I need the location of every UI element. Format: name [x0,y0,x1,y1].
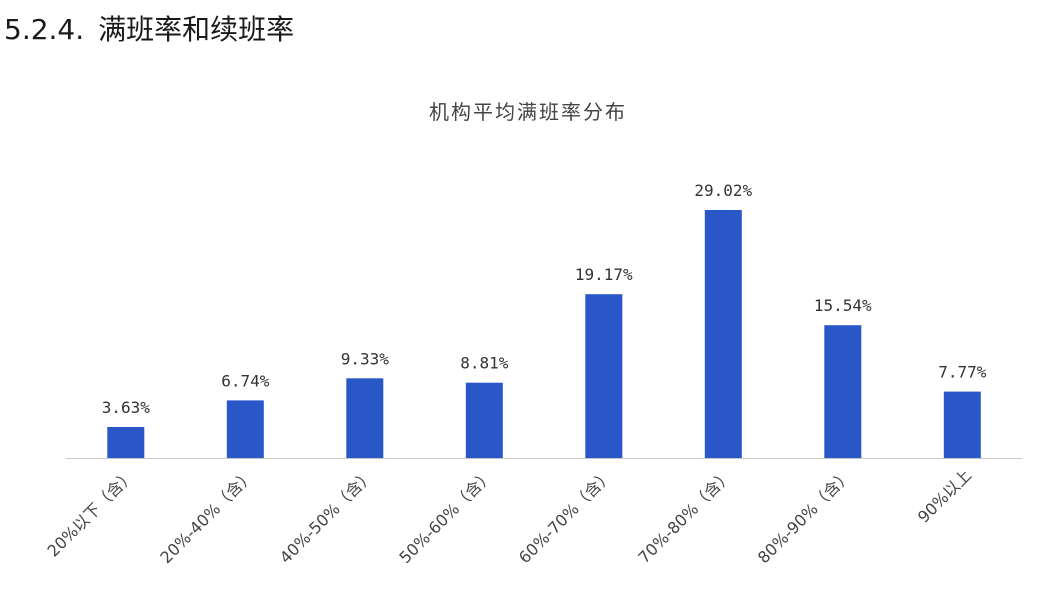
bar-6 [704,210,742,458]
x-tick-label-5: 60%-70%（含） [515,465,617,567]
section-number: 5.2.4. [4,13,85,46]
bars-layer [107,210,981,458]
bar-2 [226,400,264,458]
bar-5 [585,294,623,458]
bar-3 [346,378,384,458]
data-label-8: 7.77% [938,363,987,382]
category-tick-layer: 20%以下（含） 20%-40%（含） 40%-50%（含） 50%-60%（含） 60… [43,465,975,567]
x-tick-label-8: 90%以上 [914,465,975,526]
x-tick-label-2: 20%-40%（含） [156,465,258,567]
section-heading: 5.2.4. 满班率和续班率 [4,10,294,50]
x-tick-label-7: 80%-90%（含） [754,465,856,567]
x-tick-label-6: 70%-80%（含） [634,465,736,567]
chart-title: 机构平均满班率分布 [429,100,627,124]
data-label-6: 29.02% [694,181,752,200]
x-tick-label-4: 50%-60%（含） [395,465,497,567]
data-label-7: 15.54% [814,296,872,315]
x-tick-label-1: 20%以下（含） [43,465,138,560]
data-label-2: 6.74% [221,371,270,390]
data-label-5: 19.17% [575,265,633,284]
value-labels-layer: 3.63% 6.74% 9.33% 8.81% 19.17% 29.02% 15.54% 7.… [102,181,987,417]
data-label-4: 8.81% [460,354,509,373]
data-label-1: 3.63% [102,398,151,417]
bar-4 [465,382,503,458]
bar-8 [943,391,981,458]
x-tick-label-3: 40%-50%（含） [276,465,378,567]
bar-7 [824,325,862,458]
data-label-3: 9.33% [341,349,390,368]
bar-1 [107,427,145,458]
section-title: 满班率和续班率 [98,13,295,46]
